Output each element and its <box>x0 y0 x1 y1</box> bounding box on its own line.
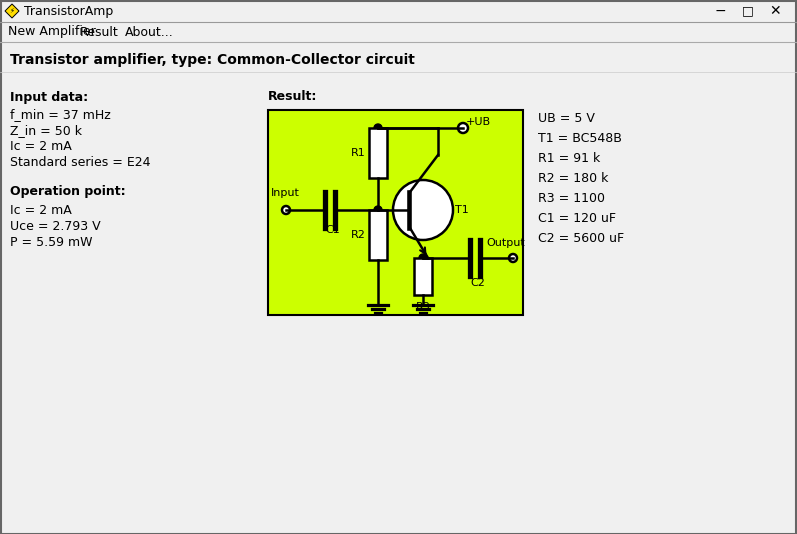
Bar <box>0 22 797 42</box>
Text: TransistorAmp: TransistorAmp <box>24 4 113 18</box>
Text: Input data:: Input data: <box>10 90 88 104</box>
Text: Ic = 2 mA: Ic = 2 mA <box>10 203 72 216</box>
Text: f_min = 37 mHz: f_min = 37 mHz <box>10 108 111 122</box>
Text: −: − <box>714 4 726 18</box>
Text: R1: R1 <box>351 148 366 158</box>
Text: New Amplifier: New Amplifier <box>8 26 96 38</box>
Text: C2 = 5600 uF: C2 = 5600 uF <box>538 232 624 245</box>
Text: About...: About... <box>125 26 174 38</box>
Polygon shape <box>5 4 19 18</box>
Bar <box>369 128 387 178</box>
Text: Output: Output <box>486 238 524 248</box>
Text: C2: C2 <box>470 278 485 288</box>
Text: Input: Input <box>271 188 300 198</box>
Text: R3 = 1100: R3 = 1100 <box>538 192 605 205</box>
Circle shape <box>419 254 427 262</box>
Text: R2: R2 <box>351 230 366 240</box>
Text: C1 = 120 uF: C1 = 120 uF <box>538 211 616 224</box>
Text: UB = 5 V: UB = 5 V <box>538 112 595 124</box>
Circle shape <box>458 123 468 133</box>
Text: Result: Result <box>80 26 119 38</box>
Text: □: □ <box>742 4 754 18</box>
Text: Z_in = 50 k: Z_in = 50 k <box>10 124 82 137</box>
Text: Standard series = E24: Standard series = E24 <box>10 156 151 169</box>
Text: P = 5.59 mW: P = 5.59 mW <box>10 235 92 248</box>
Circle shape <box>374 124 382 132</box>
Text: ✕: ✕ <box>769 4 781 18</box>
Circle shape <box>282 206 290 214</box>
Text: R3: R3 <box>415 302 430 312</box>
Text: T1 = BC548B: T1 = BC548B <box>538 131 622 145</box>
Text: T1: T1 <box>455 205 469 215</box>
Bar <box>369 210 387 260</box>
Circle shape <box>374 206 382 214</box>
Text: Uce = 2.793 V: Uce = 2.793 V <box>10 219 100 232</box>
Text: Transistor amplifier, type: Common-Collector circuit: Transistor amplifier, type: Common-Colle… <box>10 53 415 67</box>
Text: Operation point:: Operation point: <box>10 185 126 199</box>
Text: ⚡: ⚡ <box>10 8 14 14</box>
Text: R1 = 91 k: R1 = 91 k <box>538 152 600 164</box>
Bar <box>268 110 523 315</box>
Bar <box>0 0 797 22</box>
Circle shape <box>393 180 453 240</box>
Circle shape <box>509 254 517 262</box>
Text: R2 = 180 k: R2 = 180 k <box>538 171 608 185</box>
Text: Ic = 2 mA: Ic = 2 mA <box>10 140 72 153</box>
Bar <box>414 258 432 295</box>
Text: +UB: +UB <box>466 117 491 127</box>
Text: Result:: Result: <box>268 90 317 104</box>
Text: C1: C1 <box>326 225 340 235</box>
